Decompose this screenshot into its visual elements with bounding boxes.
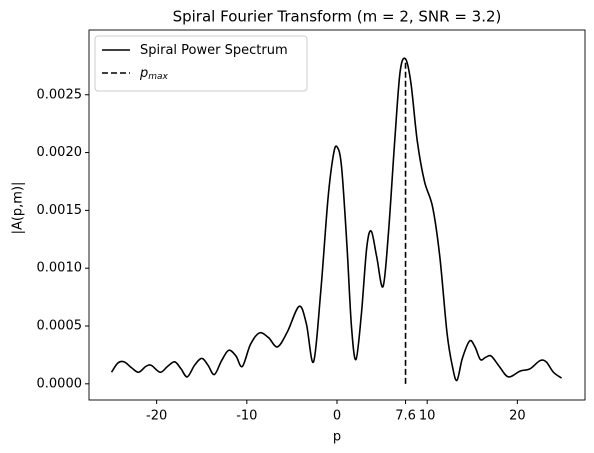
y-tick-label: 0.0015 (37, 203, 83, 218)
x-tick-label: -10 (236, 409, 257, 424)
y-tick-label: 0.0000 (37, 376, 83, 391)
x-tick-label: 7.6 (395, 409, 416, 424)
legend-box (94, 35, 308, 92)
legend-label-subscript: max (148, 72, 168, 82)
chart-title: Spiral Fourier Transform (m = 2, SNR = 3… (173, 8, 502, 26)
y-tick-label: 0.0025 (37, 87, 83, 102)
x-tick-label: 20 (509, 409, 526, 424)
legend-label-main: Spiral Power Spectrum (140, 43, 288, 58)
y-tick-label: 0.0020 (37, 145, 83, 160)
y-axis-label: |A(p,m)| (11, 182, 26, 235)
x-tick-label: 10 (419, 409, 436, 424)
legend-label-main: p (139, 66, 148, 81)
x-axis-label: p (333, 430, 341, 445)
legend-label: pmax (139, 66, 169, 82)
legend-label: Spiral Power Spectrum (140, 43, 288, 58)
line-series (110, 57, 563, 382)
y-tick-label: 0.0005 (37, 319, 83, 334)
x-tick-label: 0 (333, 409, 341, 424)
x-tick-label: -20 (146, 409, 167, 424)
axes-frame (88, 29, 586, 401)
y-tick-label: 0.0010 (37, 261, 83, 276)
